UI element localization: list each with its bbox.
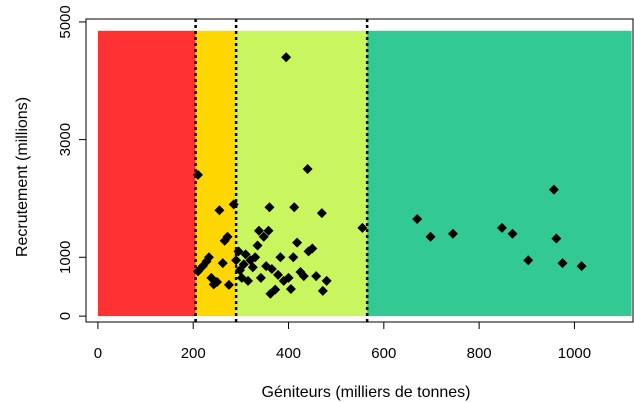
data-point-24: [250, 252, 261, 263]
data-point-8: [212, 276, 223, 287]
x-tick-label-5: 800: [467, 345, 492, 362]
zone-1: [97, 30, 196, 317]
data-point-21: [243, 275, 254, 286]
data-point-35: [273, 269, 284, 280]
data-point-58: [507, 228, 518, 239]
data-point-27: [255, 272, 266, 283]
data-point-61: [551, 233, 562, 244]
data-point-36: [275, 252, 286, 263]
y-tick-label-4: 5000: [57, 5, 74, 38]
data-point-46: [302, 164, 313, 175]
data-point-60: [548, 184, 559, 195]
x-tick-label-2: 200: [181, 345, 206, 362]
data-point-57: [497, 222, 508, 233]
x-axis-title: Géniteurs (milliers de tonnes): [262, 384, 471, 401]
data-point-26: [253, 225, 264, 236]
data-point-51: [317, 285, 328, 296]
data-point-49: [311, 271, 322, 282]
data-point-52: [321, 275, 332, 286]
data-point-62: [557, 258, 568, 269]
data-point-5: [203, 252, 214, 263]
data-point-55: [425, 231, 436, 242]
data-point-54: [412, 214, 423, 225]
data-point-38: [281, 52, 292, 63]
zone-4: [367, 30, 632, 317]
data-point-25: [252, 240, 263, 251]
data-point-28: [258, 231, 269, 242]
y-tick-label-2: 1000: [57, 241, 74, 274]
data-point-41: [288, 252, 299, 263]
data-point-53: [357, 222, 368, 233]
data-points: [192, 52, 587, 299]
data-point-45: [298, 271, 309, 282]
data-point-48: [307, 243, 318, 254]
data-point-30: [263, 225, 274, 236]
data-point-40: [285, 284, 296, 295]
data-point-33: [266, 264, 277, 275]
data-point-59: [523, 255, 534, 266]
y-axis-title: Recrutement (millions): [14, 97, 31, 257]
data-point-56: [447, 228, 458, 239]
data-point-10: [217, 258, 228, 269]
data-point-31: [264, 202, 275, 213]
data-point-9: [214, 205, 225, 216]
data-point-42: [289, 202, 300, 213]
x-tick-label-1: 0: [94, 345, 102, 362]
y-tick-label-1: 0: [57, 312, 74, 320]
x-tick-label-4: 600: [371, 345, 396, 362]
stock-status-zones: [97, 30, 632, 317]
data-point-39: [283, 272, 294, 283]
x-tick-label-3: 400: [276, 345, 301, 362]
x-axis: 0 200 400 600 800 1000: [94, 321, 591, 362]
y-axis: 0 1000 3000 5000: [57, 5, 87, 320]
zone-2: [195, 30, 237, 317]
data-point-12: [222, 231, 233, 242]
reference-lines: [194, 19, 369, 322]
data-point-19: [238, 259, 249, 270]
data-point-50: [316, 208, 327, 219]
data-point-13: [223, 279, 234, 290]
data-point-43: [292, 237, 303, 248]
data-point-23: [247, 262, 258, 273]
x-tick-label-6: 1000: [558, 345, 591, 362]
y-tick-label-3: 3000: [57, 123, 74, 156]
data-point-34: [270, 284, 281, 295]
data-point-20: [240, 249, 251, 260]
data-point-63: [576, 261, 587, 272]
